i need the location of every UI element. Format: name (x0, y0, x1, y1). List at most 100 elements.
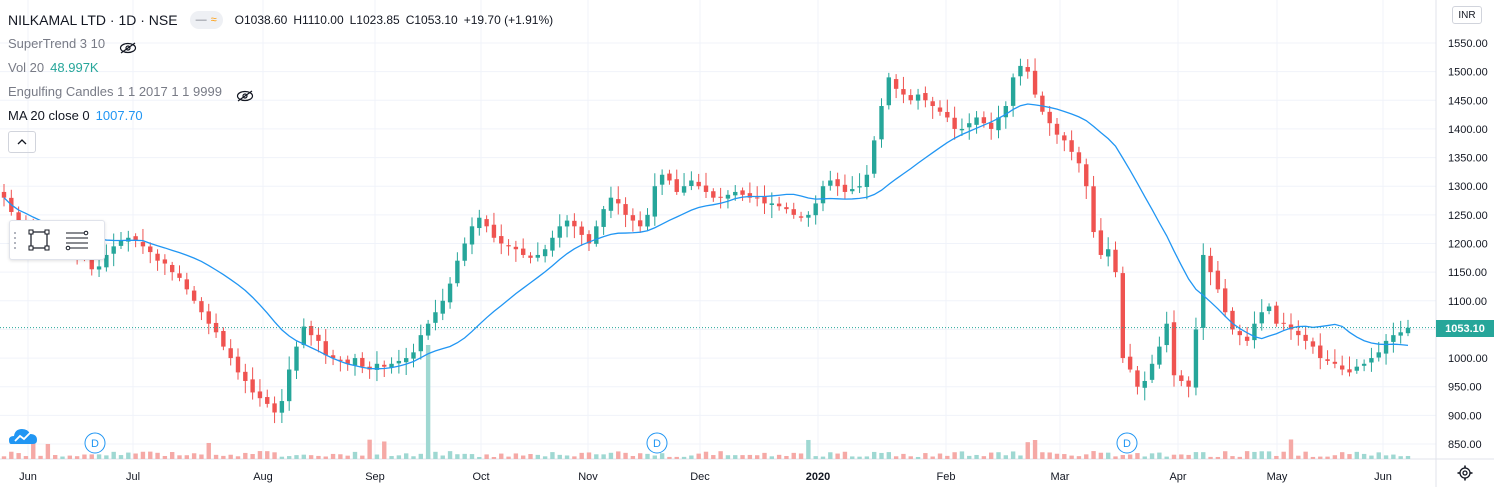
drawing-toolbox[interactable] (9, 220, 105, 260)
candle-body (616, 199, 621, 204)
candle-body (725, 194, 731, 199)
volume-bar (681, 456, 687, 459)
candle-body (1142, 380, 1147, 388)
volume-bar (1244, 451, 1250, 459)
volume-bar (923, 453, 928, 459)
candle-body (835, 179, 840, 187)
time-tick-label: Aug (253, 471, 273, 483)
time-tick-label: Jun (1374, 471, 1392, 483)
currency-button[interactable]: INR (1452, 6, 1482, 24)
volume-bar (908, 456, 913, 459)
volume-bar (542, 456, 548, 459)
candle-body (411, 352, 416, 359)
volume-bar (564, 455, 570, 459)
symbol-title[interactable]: NILKAMAL LTD · 1D · NSE (8, 12, 178, 28)
volume-bar (60, 456, 65, 459)
candle-body (659, 174, 665, 185)
candle-body (1040, 95, 1045, 112)
rectangle-tool-icon (28, 229, 50, 251)
candle-body (857, 186, 862, 188)
price-tick-label: 1100.00 (1448, 296, 1487, 308)
candle-body (1318, 345, 1323, 359)
candle-body (316, 334, 321, 341)
candle-body (542, 249, 548, 257)
price-tick-label: 1000.00 (1448, 353, 1488, 365)
candle-body (301, 326, 307, 346)
candle-body (104, 254, 109, 268)
candle-body (1, 191, 7, 198)
lines-tool-button[interactable] (58, 221, 96, 259)
symbol-row: NILKAMAL LTD · 1D · NSE — ≈ O1038.60 H11… (8, 8, 553, 32)
candle-body (645, 214, 650, 227)
candle-body (169, 264, 175, 273)
candle-body (952, 117, 957, 129)
eye-off-icon[interactable] (236, 86, 254, 102)
indicator-name: SuperTrend 3 10 (8, 36, 106, 51)
candle-body (111, 246, 116, 254)
volume-bar (257, 451, 263, 459)
compare-pill[interactable]: — ≈ (189, 11, 223, 29)
volume-bar (1098, 452, 1104, 459)
volume-bar (1376, 452, 1381, 459)
candle-body (879, 106, 884, 140)
candle-body (89, 257, 94, 270)
candle-body (243, 371, 248, 381)
volume-bar (308, 455, 314, 459)
candle-body (389, 363, 394, 368)
candle-body (871, 140, 877, 174)
volume-bar (820, 456, 826, 459)
collapse-legend-button[interactable] (8, 131, 36, 153)
price-tick-label: 1500.00 (1448, 67, 1488, 79)
gear-icon[interactable] (1457, 465, 1473, 481)
volume-bar (667, 456, 672, 459)
volume-bar (769, 456, 775, 459)
volume-bar (447, 451, 453, 459)
candle-body (221, 330, 226, 347)
volume-bar (791, 452, 796, 459)
candle-body (396, 360, 402, 364)
volume-bar (740, 455, 745, 459)
volume-bar (23, 456, 29, 459)
volume-bar (1003, 455, 1009, 459)
candle-body (1252, 323, 1257, 341)
candle-body (1296, 330, 1301, 336)
candle-body (155, 253, 160, 261)
candle-body (469, 226, 475, 245)
volume-bar (967, 455, 972, 459)
indicator-volume[interactable]: Vol 20 48.997K (8, 56, 553, 80)
volume-bar (499, 453, 504, 459)
drag-handle[interactable] (10, 221, 20, 259)
indicator-supertrend[interactable]: SuperTrend 3 10 (8, 32, 553, 56)
volume-bar (776, 454, 782, 459)
volume-bar (133, 453, 138, 459)
candle-body (923, 93, 928, 101)
ohlc-change: +19.70 (+1.91%) (463, 13, 554, 27)
candle-body (1193, 329, 1199, 388)
tradingview-logo-icon[interactable] (8, 425, 38, 447)
volume-bar (630, 455, 636, 459)
candle-body (820, 186, 826, 204)
indicator-engulfing[interactable]: Engulfing Candles 1 1 2017 1 1 9999 (8, 80, 553, 104)
rectangle-tool-button[interactable] (20, 221, 58, 259)
chart-legend: NILKAMAL LTD · 1D · NSE — ≈ O1038.60 H11… (8, 8, 553, 153)
candle-body (1369, 358, 1374, 363)
eye-off-icon[interactable] (119, 38, 137, 54)
volume-bar (484, 454, 489, 459)
time-tick-label: Apr (1169, 471, 1186, 483)
candle-body (228, 348, 233, 359)
volume-bar (784, 455, 789, 459)
candle-body (791, 209, 796, 215)
volume-bar (937, 453, 943, 459)
indicator-ma[interactable]: MA 20 close 0 1007.70 (8, 104, 553, 128)
volume-bar (718, 451, 723, 459)
candle-body (118, 240, 124, 246)
candle-body (1149, 363, 1155, 380)
candle-body (1376, 352, 1381, 358)
candle-body (784, 207, 789, 210)
candle-body (345, 359, 350, 364)
volume-bar (45, 443, 51, 459)
volume-bar (1018, 455, 1023, 459)
candle-body (1383, 340, 1389, 354)
volume-bar (425, 345, 431, 459)
